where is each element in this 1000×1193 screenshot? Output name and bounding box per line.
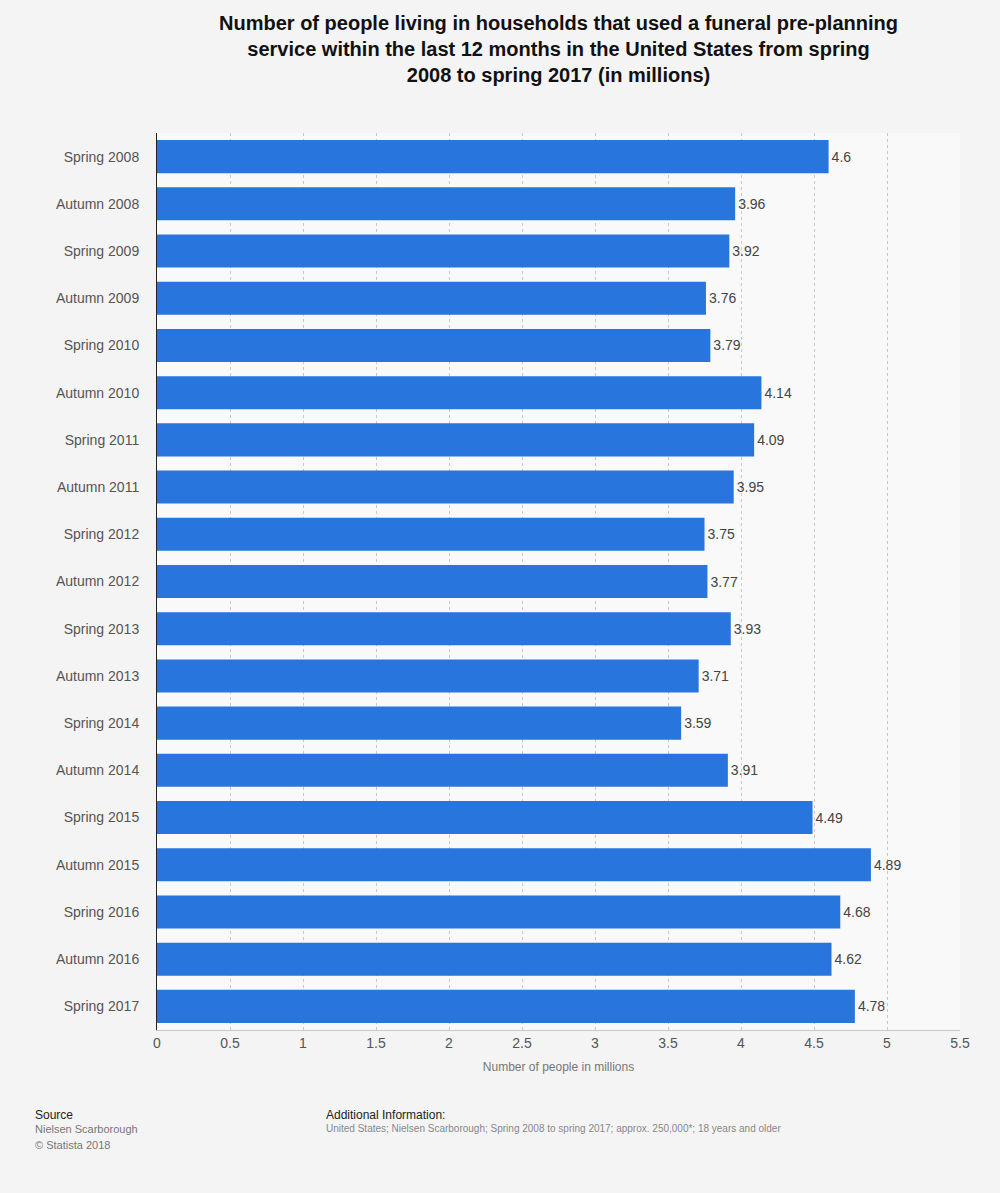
svg-text:Autumn 2010: Autumn 2010 <box>56 385 139 401</box>
svg-text:4.5: 4.5 <box>804 1035 824 1051</box>
svg-text:0.5: 0.5 <box>220 1035 240 1051</box>
svg-text:4.78: 4.78 <box>858 998 885 1014</box>
svg-text:© Statista 2018: © Statista 2018 <box>35 1139 110 1151</box>
svg-text:3.91: 3.91 <box>731 762 758 778</box>
svg-text:4: 4 <box>737 1035 745 1051</box>
svg-text:Autumn 2009: Autumn 2009 <box>56 290 139 306</box>
svg-text:4.49: 4.49 <box>816 810 843 826</box>
svg-text:5.5: 5.5 <box>950 1035 970 1051</box>
svg-text:3.96: 3.96 <box>738 196 765 212</box>
svg-text:Autumn 2014: Autumn 2014 <box>56 762 139 778</box>
svg-text:Autumn 2016: Autumn 2016 <box>56 951 139 967</box>
svg-text:Spring 2009: Spring 2009 <box>64 243 140 259</box>
svg-text:Number of people in millions: Number of people in millions <box>483 1060 634 1074</box>
svg-text:3.76: 3.76 <box>709 290 736 306</box>
svg-text:1: 1 <box>299 1035 307 1051</box>
svg-text:0: 0 <box>153 1035 161 1051</box>
svg-text:3: 3 <box>591 1035 599 1051</box>
svg-text:1.5: 1.5 <box>366 1035 386 1051</box>
svg-text:Spring 2016: Spring 2016 <box>64 904 140 920</box>
svg-text:Spring 2014: Spring 2014 <box>64 715 140 731</box>
svg-text:Autumn 2012: Autumn 2012 <box>56 573 139 589</box>
svg-text:Spring 2010: Spring 2010 <box>64 337 140 353</box>
svg-text:Number of people living in hou: Number of people living in households th… <box>219 12 898 86</box>
svg-text:Spring 2015: Spring 2015 <box>64 809 140 825</box>
svg-text:Source: Source <box>35 1108 73 1122</box>
svg-text:5: 5 <box>883 1035 891 1051</box>
svg-text:Autumn 2011: Autumn 2011 <box>57 479 139 495</box>
svg-text:4.09: 4.09 <box>757 432 784 448</box>
svg-text:3.75: 3.75 <box>708 526 735 542</box>
svg-text:Additional Information:: Additional Information: <box>326 1108 445 1122</box>
svg-text:3.77: 3.77 <box>710 574 737 590</box>
svg-text:3.93: 3.93 <box>734 621 761 637</box>
svg-text:Spring 2011: Spring 2011 <box>65 432 140 448</box>
svg-text:Spring 2017: Spring 2017 <box>64 998 140 1014</box>
svg-text:Autumn 2015: Autumn 2015 <box>56 857 139 873</box>
svg-text:3.95: 3.95 <box>737 479 764 495</box>
svg-text:3.92: 3.92 <box>732 243 759 259</box>
svg-text:Nielsen Scarborough: Nielsen Scarborough <box>35 1123 138 1135</box>
svg-text:Spring 2013: Spring 2013 <box>64 621 140 637</box>
svg-text:2: 2 <box>445 1035 453 1051</box>
svg-text:United States; Nielsen Scarbor: United States; Nielsen Scarborough; Spri… <box>326 1123 781 1134</box>
svg-text:3.71: 3.71 <box>702 668 729 684</box>
svg-text:Autumn 2013: Autumn 2013 <box>56 668 139 684</box>
svg-text:4.62: 4.62 <box>835 951 862 967</box>
svg-text:4.89: 4.89 <box>874 857 901 873</box>
svg-text:Spring 2012: Spring 2012 <box>64 526 140 542</box>
svg-text:4.68: 4.68 <box>843 904 870 920</box>
svg-text:2.5: 2.5 <box>512 1035 532 1051</box>
svg-text:3.79: 3.79 <box>713 337 740 353</box>
svg-text:4.14: 4.14 <box>764 385 791 401</box>
svg-text:4.6: 4.6 <box>832 149 852 165</box>
svg-text:Spring 2008: Spring 2008 <box>64 149 140 165</box>
svg-text:3.5: 3.5 <box>658 1035 678 1051</box>
svg-text:3.59: 3.59 <box>684 715 711 731</box>
svg-text:Autumn 2008: Autumn 2008 <box>56 196 139 212</box>
